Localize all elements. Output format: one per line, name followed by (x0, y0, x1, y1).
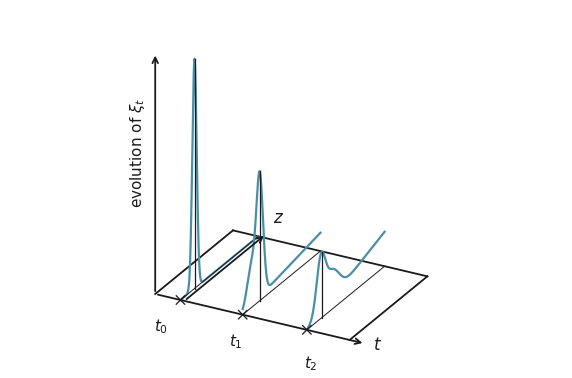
Text: $t_2$: $t_2$ (304, 355, 317, 373)
Text: $z$: $z$ (273, 209, 284, 228)
Text: $t$: $t$ (372, 336, 382, 353)
Text: evolution of $\xi_t$: evolution of $\xi_t$ (128, 98, 147, 208)
Text: $t_1$: $t_1$ (229, 332, 243, 351)
Text: $t_0$: $t_0$ (154, 318, 168, 336)
